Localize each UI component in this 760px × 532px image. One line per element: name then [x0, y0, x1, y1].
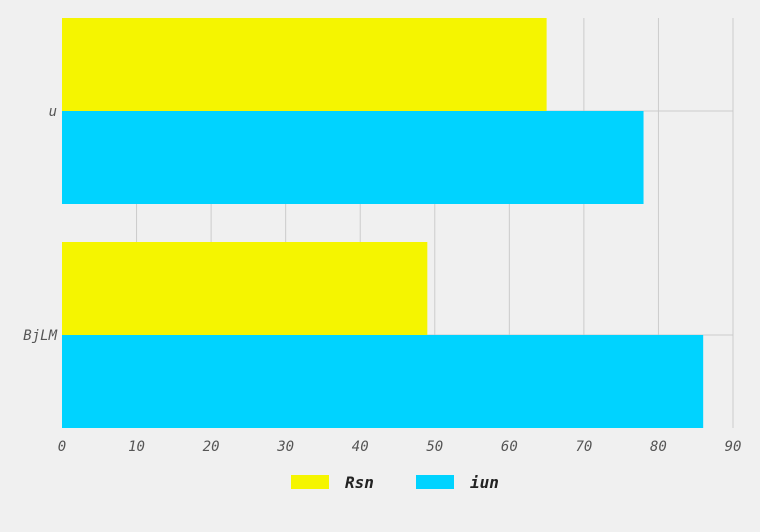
- legend-label-Rsn: Rsn: [345, 473, 374, 492]
- y-axis-category-labels: u BjLM: [23, 104, 57, 344]
- bar-Rsn-u: [62, 18, 547, 111]
- bar-iun-u: [62, 111, 644, 204]
- bar-iun-BjLM: [62, 335, 704, 428]
- x-tick-label-70: 70: [575, 439, 592, 455]
- bars: [62, 18, 704, 428]
- x-tick-label-30: 30: [276, 439, 294, 455]
- x-tick-label-10: 10: [128, 439, 145, 455]
- legend-swatch-iun: [416, 475, 454, 489]
- x-tick-label-50: 50: [426, 439, 443, 455]
- x-tick-label-60: 60: [501, 439, 518, 455]
- x-tick-label-90: 90: [725, 439, 742, 455]
- category-label-BjLM: BjLM: [23, 328, 57, 344]
- legend-label-iun: iun: [470, 473, 499, 492]
- category-label-u: u: [49, 104, 57, 120]
- x-tick-label-40: 40: [352, 439, 369, 455]
- x-tick-label-20: 20: [203, 439, 220, 455]
- x-tick-label-80: 80: [650, 439, 667, 455]
- x-axis-ticks: 0 10 20 30 40 50 60 70 80 90: [58, 439, 742, 455]
- bar-Rsn-BjLM: [62, 242, 428, 335]
- x-tick-label-0: 0: [58, 439, 66, 455]
- legend-swatch-Rsn: [291, 475, 329, 489]
- legend: Rsn iun: [291, 473, 499, 492]
